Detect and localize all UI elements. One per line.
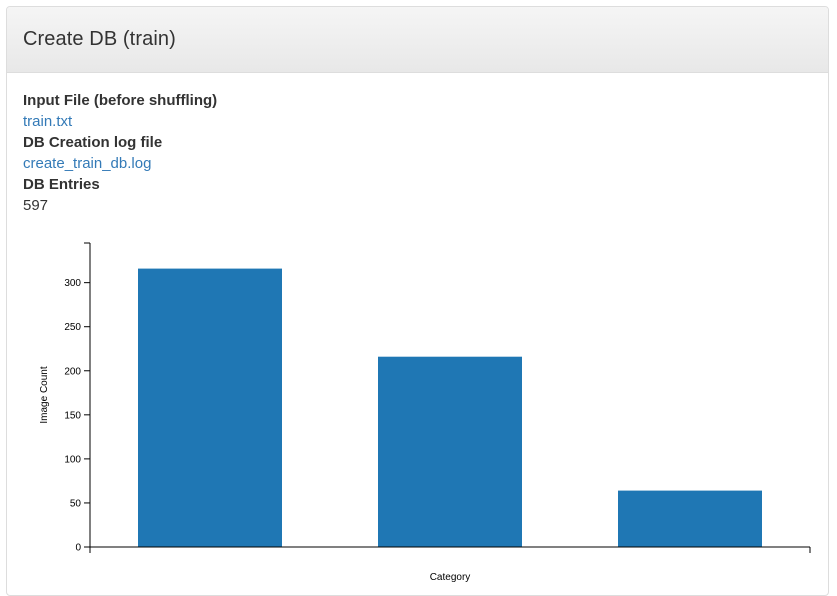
db-entries-label: DB Entries — [23, 176, 100, 193]
x-axis-label: Category — [430, 572, 471, 583]
panel-title: Create DB (train) — [23, 28, 176, 50]
bar-2 — [378, 356, 522, 547]
y-tick-label-250: 250 — [64, 322, 81, 333]
db-entries-value: 597 — [23, 197, 49, 214]
x-axis — [89, 546, 811, 553]
bar-3 — [618, 490, 762, 547]
y-tick-label-300: 300 — [64, 278, 81, 289]
y-axis-label: Image Count — [39, 366, 50, 423]
y-tick-label-50: 50 — [70, 498, 82, 509]
y-tick-label-150: 150 — [64, 410, 81, 421]
y-tick-label-0: 0 — [75, 543, 81, 554]
y-tick-label-100: 100 — [64, 454, 81, 465]
input-file-link[interactable]: train.txt — [23, 113, 73, 130]
log-file-label: DB Creation log file — [23, 134, 163, 151]
bar-1 — [138, 268, 282, 547]
input-file-label: Input File (before shuffling) — [23, 92, 218, 109]
panel-body: Input File (before shuffling) train.txt … — [7, 73, 828, 216]
y-tick-label-200: 200 — [64, 366, 81, 377]
bars-layer — [138, 268, 762, 547]
log-file-link[interactable]: create_train_db.log — [23, 155, 152, 172]
panel-heading: Create DB (train) — [7, 7, 828, 73]
y-axis: 0 50 100 150 200 250 300 — [64, 242, 91, 554]
